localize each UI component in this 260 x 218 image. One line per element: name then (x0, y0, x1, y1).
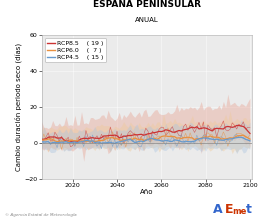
Text: ANUAL: ANUAL (135, 17, 159, 23)
X-axis label: Año: Año (140, 189, 154, 195)
Text: A: A (213, 203, 223, 216)
Text: E: E (225, 203, 233, 216)
Y-axis label: Cambio duración periodo seco (días): Cambio duración periodo seco (días) (14, 43, 22, 171)
Text: © Agencia Estatal de Meteorología: © Agencia Estatal de Meteorología (5, 213, 77, 217)
Text: me: me (233, 207, 247, 216)
Text: t: t (246, 203, 252, 216)
Text: ESPAÑA PENINSULAR: ESPAÑA PENINSULAR (93, 0, 201, 9)
Legend: RCP8.5    ( 19 ), RCP6.0    (  7 ), RCP4.5    ( 15 ): RCP8.5 ( 19 ), RCP6.0 ( 7 ), RCP4.5 ( 15… (45, 38, 106, 62)
